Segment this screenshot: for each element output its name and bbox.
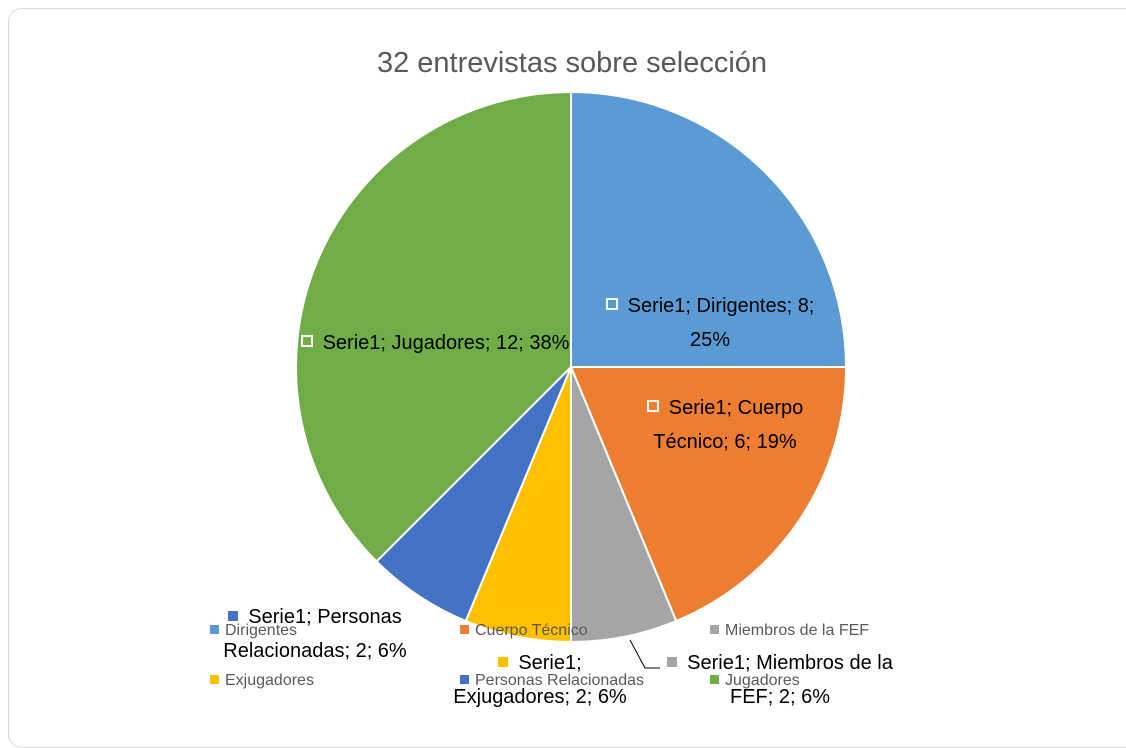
data-label: Serie1; Cuerpo Técnico; 6; 19% (610, 391, 840, 459)
pie-slice (295, 90, 572, 563)
page: 32 entrevistas sobre selección (() => { … (8, 8, 1126, 748)
label-key (667, 657, 678, 667)
legend-swatch (710, 625, 719, 634)
data-label-text: Serie1; Dirigentes; 8; 25% (627, 295, 815, 351)
legend-swatch (460, 625, 469, 634)
legend-entry: Jugadores (710, 672, 800, 690)
chart: 32 entrevistas sobre selección (295, 47, 848, 669)
data-label-text: Serie1; Cuerpo Técnico; 6; 19% (653, 397, 804, 453)
label-key (646, 400, 659, 412)
label-key (605, 298, 618, 310)
legend-label: Miembros de la FEF (725, 622, 870, 639)
legend-label: Jugadores (725, 672, 800, 689)
legend-swatch (710, 675, 719, 684)
legend-label: Exjugadores (225, 672, 314, 689)
data-label: Serie1; Exjugadores; 2; 6% (440, 646, 640, 714)
data-label-text: Serie1; Jugadores; 12; 38% (322, 332, 570, 354)
data-label: Serie1; Jugadores; 12; 38% (300, 326, 570, 360)
label-key (300, 335, 313, 347)
legend-entry: Exjugadores (210, 672, 314, 690)
legend-label: Personas Relacionadas (475, 672, 644, 689)
data-label: Serie1; Miembros de la FEF; 2; 6% (660, 646, 900, 714)
data-label: Serie1; Personas Relacionadas; 2; 6% (205, 600, 425, 668)
legend-label: Dirigentes (225, 622, 298, 639)
legend-entry: Dirigentes (210, 622, 297, 640)
label-key (228, 611, 239, 621)
legend-swatch (210, 675, 219, 684)
chart-title: 32 entrevistas sobre selección (377, 47, 767, 79)
pie-slice (570, 90, 848, 368)
data-label: Serie1; Dirigentes; 8; 25% (585, 289, 835, 357)
data-label-text: Serie1; Exjugadores; 2; 6% (453, 652, 627, 708)
legend-entry: Personas Relacionadas (460, 672, 644, 690)
legend-swatch (460, 675, 469, 684)
data-label-text: Serie1; Personas Relacionadas; 2; 6% (223, 606, 407, 662)
leader-line (629, 639, 660, 669)
legend-swatch (210, 625, 219, 634)
legend-entry: Miembros de la FEF (710, 622, 869, 640)
label-key (498, 657, 509, 667)
legend-label: Cuerpo Técnico (475, 622, 588, 639)
pie-slice (569, 366, 848, 623)
legend-entry: Cuerpo Técnico (460, 622, 588, 640)
data-label-text: Serie1; Miembros de la FEF; 2; 6% (687, 652, 893, 708)
